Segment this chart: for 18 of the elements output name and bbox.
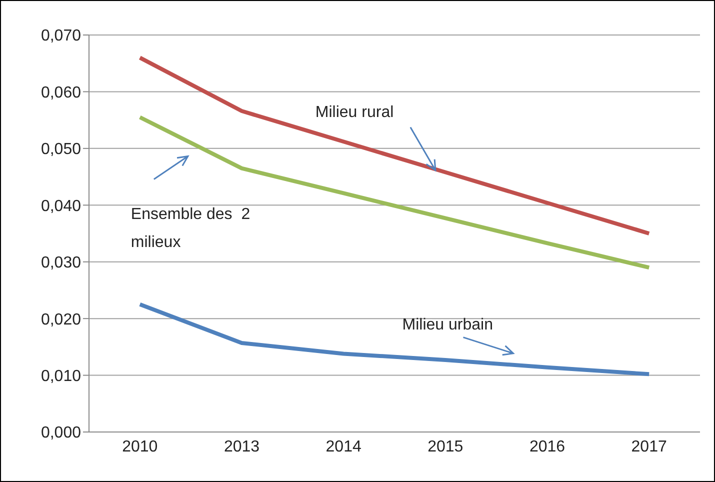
text: Ensemble des 2 milieux <box>130 206 250 252</box>
y-tick-label: 0,000 <box>40 424 82 442</box>
y-tick-label: 0,040 <box>40 198 82 215</box>
x-tick-label: 2017 <box>631 438 667 456</box>
x-tick-label: 2010 <box>122 438 158 456</box>
y-tick-label: 0,060 <box>40 84 82 102</box>
series-label: Milieu urbain <box>402 316 493 334</box>
y-tick-label: 0,030 <box>40 254 82 272</box>
y-tick-label: 0,010 <box>40 368 82 385</box>
y-tick-label: 0,050 <box>40 141 82 158</box>
x-tick-label: 2013 <box>224 438 260 456</box>
line-series <box>138 302 652 376</box>
x-tick-label: 2015 <box>428 438 464 456</box>
y-tick-label: 0,020 <box>40 311 82 328</box>
y-tick-label: 0,070 <box>40 28 82 45</box>
x-tick-label: 2014 <box>326 438 362 456</box>
x-tick-label: 2016 <box>529 438 566 456</box>
series-label: Milieu rural <box>315 104 394 122</box>
